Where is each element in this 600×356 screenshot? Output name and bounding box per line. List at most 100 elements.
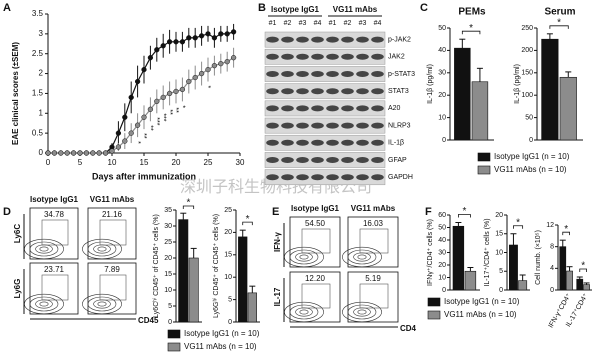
blot-band <box>326 88 339 95</box>
data-point <box>77 150 83 156</box>
y-tick-label: 10 <box>438 274 446 281</box>
y-tick-label: 10 <box>164 287 172 294</box>
data-point <box>96 150 102 156</box>
protein-label: JAK2 <box>388 54 405 61</box>
y-tick-label: 30 <box>438 249 446 256</box>
y-tick-label: 40 <box>438 47 446 54</box>
blot-band <box>371 139 384 146</box>
data-point <box>179 86 186 93</box>
lane-label: #2 <box>344 20 352 27</box>
significance-bracket <box>242 221 253 226</box>
contour <box>82 293 122 315</box>
blot-band <box>281 88 294 95</box>
row-label: Ly6G <box>13 279 22 299</box>
gate <box>99 274 127 301</box>
contour <box>82 238 122 260</box>
data-point <box>154 47 160 53</box>
blot-band <box>296 157 309 163</box>
data-point <box>179 39 186 45</box>
data-point <box>51 150 58 156</box>
bar <box>559 246 567 291</box>
panel-letter: D <box>3 206 11 218</box>
protein-label: p-STAT3 <box>388 71 415 78</box>
blot-band <box>356 174 369 181</box>
data-point <box>186 78 192 85</box>
lane-label: #1 <box>269 20 277 27</box>
blot-band <box>326 157 339 163</box>
gate <box>99 219 127 246</box>
blot-strip <box>264 48 386 65</box>
data-point <box>141 66 147 73</box>
y-tick-label: 20 <box>164 255 172 262</box>
data-point <box>122 138 128 144</box>
x-tick-label: 20 <box>172 158 181 167</box>
y-tick-label: 150 <box>521 70 533 77</box>
flow-plot <box>29 262 79 315</box>
y-tick-label: 0 <box>529 137 533 144</box>
y-tick-label: 20 <box>224 229 232 236</box>
x-axis-label: CD4 <box>400 324 417 333</box>
significance-mark: ** <box>147 125 154 131</box>
data-point <box>128 130 134 136</box>
column-header: Isotype IgG1 <box>30 195 79 204</box>
y-tick-label: 0 <box>442 137 446 144</box>
blot-strip <box>264 31 386 48</box>
blot-band <box>311 105 324 112</box>
data-point <box>166 90 173 97</box>
y-tick-label: 40 <box>438 237 446 244</box>
blot-band <box>371 36 384 43</box>
blot-band <box>371 122 384 129</box>
y-axis-label: IL-1β (pg/ml) <box>514 64 521 104</box>
y-tick-label: 5 <box>499 268 503 275</box>
contour <box>347 249 377 265</box>
protein-label: IL-1β <box>388 140 404 147</box>
flow-plot <box>289 216 341 268</box>
y-tick-label: 250 <box>521 25 533 32</box>
data-point <box>166 39 173 45</box>
legend-swatch <box>167 342 181 352</box>
lane-label: #2 <box>284 20 292 27</box>
blot-band <box>356 122 369 129</box>
significance-mark: ** <box>166 109 173 115</box>
significance-bracket <box>579 268 587 272</box>
x-tick-label: 25 <box>204 158 213 167</box>
y-axis-label: IL-17⁺/CD4⁺ cells (%) <box>484 218 491 286</box>
data-point <box>154 98 160 105</box>
x-axis-label: CD45 <box>138 316 159 325</box>
row-label: IL-17 <box>273 287 282 306</box>
data-point <box>218 31 224 37</box>
legend-label: Isotype IgG1 (n = 10) <box>444 297 520 306</box>
bar <box>508 244 518 291</box>
blot-band <box>341 174 354 181</box>
y-tick-label: 15 <box>164 271 172 278</box>
significance-mark: * <box>204 86 211 89</box>
bar <box>559 76 577 141</box>
data-point <box>147 106 154 112</box>
contour <box>289 304 319 320</box>
significance-mark: * <box>581 261 585 272</box>
contour <box>284 246 324 268</box>
y-tick-label: 2.5 <box>32 49 44 58</box>
contour <box>24 293 64 315</box>
blot-band <box>296 139 309 146</box>
y-tick-label: 200 <box>521 47 533 54</box>
bar <box>247 292 257 323</box>
y-tick-label: 4 <box>550 265 554 272</box>
legend-label: VG11 mAbs (n = 10) <box>184 342 257 351</box>
contour <box>284 301 324 323</box>
gate <box>359 283 389 309</box>
blot-band <box>281 36 294 43</box>
y-tick-label: 15 <box>224 252 232 259</box>
significance-bracket <box>182 205 195 209</box>
contour <box>29 296 59 312</box>
blot-strip <box>264 117 386 134</box>
x-tick-label: 0 <box>46 158 51 167</box>
significance-mark: * <box>187 198 191 209</box>
contour <box>24 238 64 260</box>
legend-label: Isotype IgG1 (n = 10) <box>184 329 260 338</box>
contour <box>97 301 107 307</box>
data-point <box>230 55 237 61</box>
data-point <box>134 78 141 85</box>
blot-band <box>281 157 294 163</box>
y-tick-label: 50 <box>438 25 446 32</box>
